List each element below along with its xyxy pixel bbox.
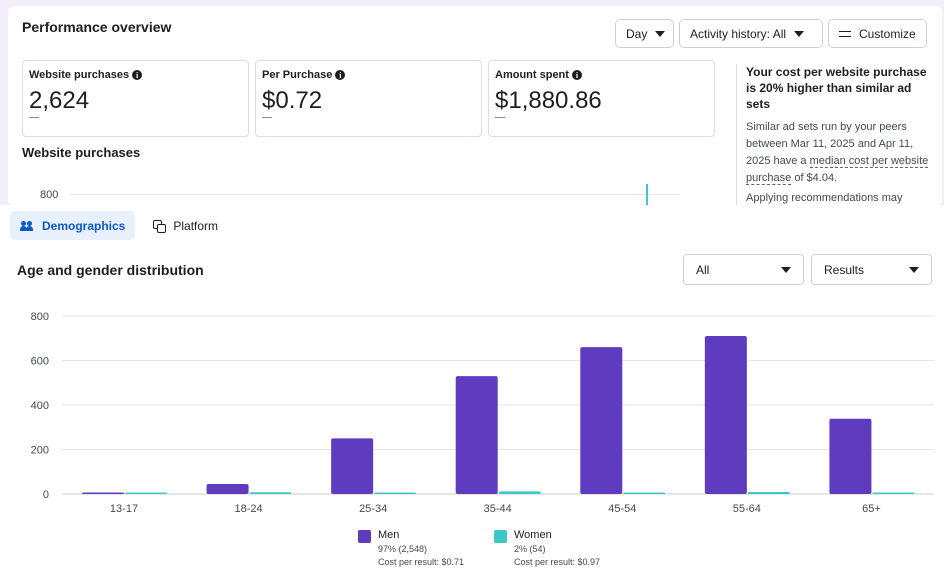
metric-change-dash	[29, 117, 39, 118]
metric-value: $0.72	[262, 87, 323, 114]
insight-more-text: Applying recommendations may	[746, 192, 903, 204]
bar-men	[331, 438, 374, 494]
y-tick-label: 600	[31, 356, 49, 368]
metric-label: Amount spent	[495, 69, 569, 81]
tab-demographics[interactable]: Demographics	[10, 211, 136, 240]
insight-panel: Your cost per website purchase is 20% hi…	[736, 64, 936, 206]
bar-women	[125, 492, 167, 494]
audience-filter-select[interactable]: All	[683, 254, 804, 285]
mini-chart-y-tick: 800	[40, 189, 59, 201]
website-purchases-chart-title: Website purchases	[22, 145, 141, 160]
legend-cost: Cost per result: $0.71	[378, 557, 465, 567]
bar-women	[747, 491, 790, 494]
metric-card-amount-spent[interactable]: Amount spent i $1,880.86	[488, 60, 715, 137]
caret-down-icon	[781, 266, 791, 273]
legend-share: 2% (54)	[514, 544, 546, 554]
median-cost-link[interactable]: median cost per website purchase	[746, 155, 929, 185]
people-icon	[20, 220, 34, 231]
sliders-icon	[839, 29, 851, 39]
x-tick-label: 13-17	[110, 503, 138, 515]
y-tick-label: 0	[43, 489, 49, 501]
legend-share: 97% (2,548)	[378, 544, 428, 554]
bar-men	[829, 418, 872, 494]
x-tick-label: 55-64	[733, 503, 761, 515]
performance-overview-title: Performance overview	[22, 19, 172, 35]
metric-card-per-purchase[interactable]: Per Purchase i $0.72	[255, 60, 482, 137]
x-tick-label: 65+	[862, 503, 881, 515]
bar-men	[580, 347, 623, 494]
metric-label: Website purchases	[29, 69, 130, 81]
breakdown-card: Demographics Platform Age and gender dis…	[0, 205, 944, 579]
mini-chart-gridline	[70, 194, 680, 195]
customize-label: Customize	[859, 26, 916, 41]
x-tick-label: 18-24	[235, 503, 263, 515]
x-tick-label: 45-54	[608, 503, 636, 515]
legend-swatch-men	[358, 530, 371, 543]
day-dropdown[interactable]: Day	[615, 19, 674, 48]
customize-button[interactable]: Customize	[828, 19, 927, 48]
y-tick-label: 200	[31, 445, 49, 457]
bar-women	[249, 492, 292, 494]
info-icon[interactable]: i	[132, 70, 143, 80]
breakdown-tabs: Demographics Platform	[10, 211, 228, 240]
y-tick-label: 400	[31, 400, 49, 412]
legend-name: Women	[514, 529, 552, 541]
section-title: Age and gender distribution	[17, 262, 204, 278]
y-tick-label: 800	[31, 311, 49, 323]
activity-label: Activity history: All	[690, 26, 787, 41]
caret-down-icon	[794, 30, 805, 37]
metric-card-website-purchases[interactable]: Website purchases i 2,624	[22, 60, 249, 137]
bar-men	[206, 483, 249, 494]
metric-value: 2,624	[29, 87, 90, 114]
caret-down-icon	[655, 30, 666, 37]
caret-down-icon	[909, 266, 919, 273]
legend-cost: Cost per result: $0.97	[514, 557, 601, 567]
platform-icon	[153, 219, 167, 233]
metric-value: $1,880.86	[495, 87, 602, 114]
legend-swatch-women	[494, 530, 507, 543]
activity-history-dropdown[interactable]: Activity history: All	[679, 19, 823, 48]
metric-select[interactable]: Results	[811, 254, 932, 285]
bar-women	[623, 492, 666, 494]
x-tick-label: 25-34	[359, 503, 387, 515]
performance-overview-card: Performance overview Day Activity histor…	[8, 6, 942, 206]
info-icon[interactable]: i	[335, 70, 346, 80]
tab-platform[interactable]: Platform	[143, 211, 228, 240]
bar-women	[872, 492, 915, 494]
bar-men	[455, 376, 498, 494]
bar-men	[704, 336, 747, 494]
mini-chart-spike	[646, 184, 648, 206]
legend-name: Men	[378, 529, 400, 541]
metric-change-dash	[262, 117, 272, 118]
metric-change-dash	[495, 117, 505, 118]
age-gender-bar-chart: 800 600 400 200 0 13-17 18-24 25-34 35-44 45-54 55…	[31, 311, 934, 515]
metric-label: Per Purchase	[262, 69, 333, 81]
day-label: Day	[626, 26, 648, 41]
info-icon[interactable]: i	[571, 70, 582, 80]
x-tick-label: 35-44	[484, 503, 512, 515]
insight-body: Similar ad sets run by your peers betwee…	[746, 121, 929, 185]
insight-headline: Your cost per website purchase is 20% hi…	[746, 65, 927, 111]
bar-women	[498, 491, 541, 494]
bar-men	[82, 492, 124, 494]
bar-women	[374, 492, 417, 494]
